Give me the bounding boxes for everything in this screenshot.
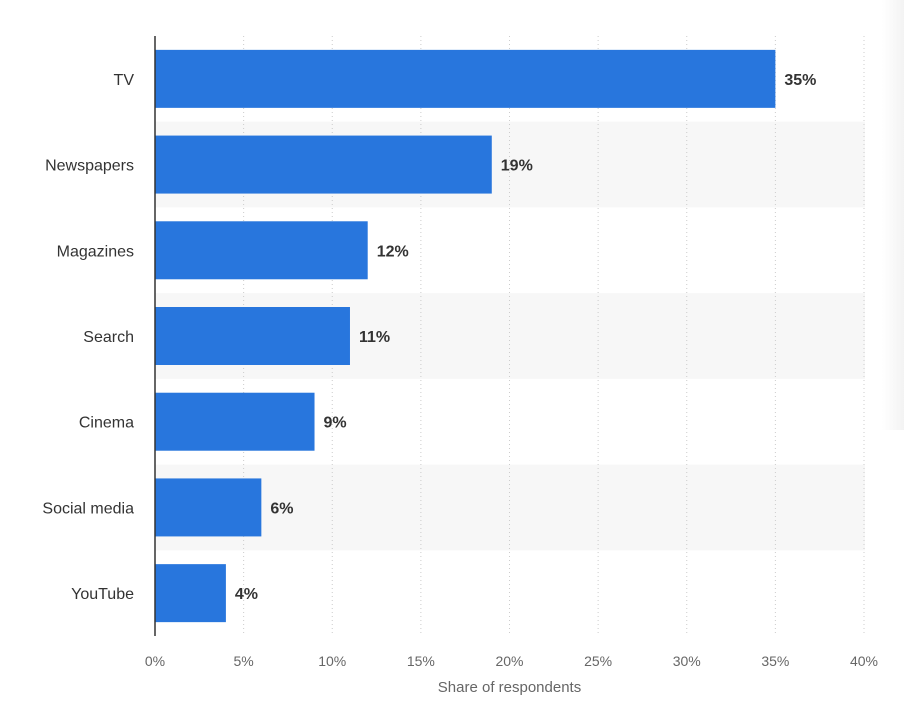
category-labels: TV Newspapers Magazines Search Cinema Social … — [42, 72, 134, 603]
category-label: Cinema — [79, 415, 134, 432]
data-label: 19% — [501, 158, 533, 175]
bar — [155, 221, 368, 280]
bar — [155, 392, 315, 451]
bar — [155, 49, 776, 108]
category-label: Newspapers — [45, 158, 134, 175]
x-tick-label: 15% — [407, 653, 435, 669]
category-label: Magazines — [57, 243, 134, 260]
data-label: 9% — [324, 415, 347, 432]
x-tick-label: 30% — [673, 653, 701, 669]
bar — [155, 564, 226, 623]
bar — [155, 307, 350, 365]
data-label: 35% — [784, 72, 816, 89]
x-axis-title: Share of respondents — [438, 679, 581, 696]
data-label: 11% — [359, 329, 390, 346]
data-label: 6% — [270, 500, 293, 517]
x-tick-label: 10% — [318, 653, 346, 669]
data-labels: 35% 19% 12% 11% 9% 6% 4% — [235, 72, 817, 603]
category-label: Search — [83, 329, 134, 346]
category-label: TV — [114, 72, 135, 89]
row-band — [155, 464, 865, 551]
data-label: 12% — [377, 243, 409, 260]
bar — [155, 135, 492, 194]
x-tick-label: 0% — [145, 653, 165, 669]
category-label: YouTube — [71, 586, 134, 603]
bars — [155, 49, 776, 623]
x-tick-label: 35% — [761, 653, 789, 669]
scroll-edge-shadow — [882, 0, 904, 430]
bar — [155, 478, 262, 537]
x-tick-label: 5% — [234, 653, 254, 669]
x-tick-label: 40% — [850, 653, 878, 669]
x-tick-label: 20% — [495, 653, 523, 669]
data-label: 4% — [235, 586, 258, 603]
x-tick-labels: 0% 5% 10% 15% 20% 25% 30% 35% 40% — [145, 653, 878, 669]
x-tick-label: 25% — [584, 653, 612, 669]
category-label: Social media — [42, 500, 134, 517]
